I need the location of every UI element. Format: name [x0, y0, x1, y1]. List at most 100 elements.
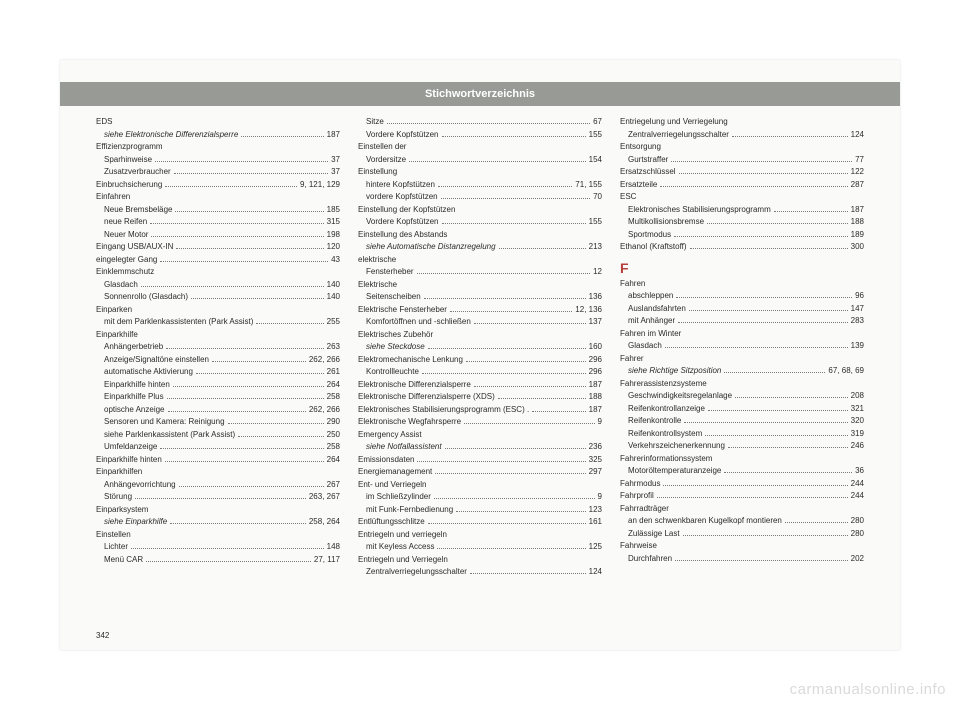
entry-page: 319 [851, 428, 864, 441]
index-entry: Seitenscheiben136 [358, 291, 602, 304]
leader-dots [160, 261, 328, 262]
entry-label: EDS [96, 116, 112, 129]
entry-label: Menü CAR [104, 554, 143, 567]
leader-dots [241, 136, 323, 137]
index-entry: Vordere Kopfstützen155 [358, 129, 602, 142]
entry-label: Sensoren und Kamera: Reinigung [104, 416, 225, 429]
section-letter: F [620, 260, 864, 276]
entry-page: 67, 68, 69 [828, 365, 864, 378]
leader-dots [165, 186, 297, 187]
entry-page: 71, 155 [575, 179, 602, 192]
leader-dots [256, 323, 323, 324]
index-entry: Fahrer [620, 353, 864, 366]
index-entry: Fahrerassistenzsysteme [620, 378, 864, 391]
index-entry: neue Reifen315 [96, 216, 340, 229]
entry-page: 139 [851, 340, 864, 353]
leader-dots [724, 372, 825, 373]
entry-page: 280 [851, 515, 864, 528]
entry-label: Vordersitze [366, 154, 406, 167]
entry-page: 12 [593, 266, 602, 279]
index-entry: Vordersitze 154 [358, 154, 602, 167]
index-entry: Einparkhilfe hinten264 [96, 379, 340, 392]
index-entry: Auslandsfahrten147 [620, 303, 864, 316]
leader-dots [170, 523, 306, 524]
leader-dots [442, 223, 586, 224]
index-entry: Fahrmodus244 [620, 478, 864, 491]
entry-label: Neuer Motor [104, 229, 148, 242]
leader-dots [438, 186, 572, 187]
entry-label: Entriegeln und verriegeln [358, 529, 447, 542]
entry-label: Emergency Assist [358, 429, 422, 442]
entry-page: 202 [851, 553, 864, 566]
index-entry: Fahrerinformationssystem [620, 453, 864, 466]
entry-label: Elektrische [358, 279, 397, 292]
leader-dots [705, 435, 847, 436]
entry-page: 155 [589, 216, 602, 229]
index-column-1: EDSsiehe Elektronische Differenzialsperr… [96, 116, 340, 622]
entry-page: 325 [589, 454, 602, 467]
leader-dots [428, 523, 586, 524]
index-entry: Zulässige Last280 [620, 528, 864, 541]
entry-label: Einstellung [358, 166, 397, 179]
entry-label: Verkehrszeichenerkennung [628, 440, 725, 453]
entry-page: 198 [327, 229, 340, 242]
entry-label: Fahrradträger [620, 503, 669, 516]
index-entry: Geschwindigkeitsregelanlage208 [620, 390, 864, 403]
entry-page: 267 [327, 479, 340, 492]
entry-label: Einparkhilfen [96, 466, 142, 479]
leader-dots [707, 223, 848, 224]
index-entry: Anhängevorrichtung267 [96, 479, 340, 492]
watermark: carmanualsonline.info [790, 681, 946, 698]
index-entry: Einstellung [358, 166, 602, 179]
leader-dots [474, 386, 586, 387]
entry-label: Elektronische Differenzialsperre (XDS) [358, 391, 495, 404]
index-entry: Störung263, 267 [96, 491, 340, 504]
index-entry: ESC [620, 191, 864, 204]
entry-label: mit dem Parklenkassistenten (Park Assist… [104, 316, 253, 329]
index-columns: EDSsiehe Elektronische Differenzialsperr… [96, 116, 864, 622]
index-entry: Multikollisionsbremse188 [620, 216, 864, 229]
leader-dots [774, 211, 848, 212]
index-entry: siehe Richtige Sitzposition67, 68, 69 [620, 365, 864, 378]
entry-label: Vordere Kopfstützen [366, 216, 439, 229]
leader-dots [441, 198, 590, 199]
index-entry: siehe Automatische Distanzregelung213 [358, 241, 602, 254]
index-entry: Entriegeln und Verriegeln [358, 554, 602, 567]
entry-page: 70 [593, 191, 602, 204]
leader-dots [671, 161, 852, 162]
entry-page: 315 [327, 216, 340, 229]
entry-label: Fahren [620, 278, 645, 291]
index-entry: Verkehrszeichenerkennung246 [620, 440, 864, 453]
index-entry: eingelegter Gang43 [96, 254, 340, 267]
entry-page: 155 [589, 129, 602, 142]
entry-page: 185 [327, 204, 340, 217]
index-entry: Sitze67 [358, 116, 602, 129]
entry-page: 37 [331, 166, 340, 179]
leader-dots [657, 497, 848, 498]
index-entry: Einstellung der Kopfstützen [358, 204, 602, 217]
index-entry: Sportmodus189 [620, 229, 864, 242]
index-entry: Einparkhilfe hinten264 [96, 454, 340, 467]
index-entry: Fahren im Winter [620, 328, 864, 341]
entry-label: Komfortöffnen und -schließen [366, 316, 471, 329]
entry-label: Fahrer [620, 353, 644, 366]
entry-page: 297 [589, 466, 602, 479]
entry-page: 262, 266 [309, 354, 340, 367]
index-entry: Reifenkontrolle320 [620, 415, 864, 428]
entry-page: 148 [327, 541, 340, 554]
entry-page: 27, 117 [314, 554, 340, 567]
entry-page: 154 [589, 154, 602, 167]
leader-dots [387, 123, 590, 124]
index-entry: Entriegeln und verriegeln [358, 529, 602, 542]
index-entry: siehe Notfallassistent236 [358, 441, 602, 454]
entry-label: ESC [620, 191, 636, 204]
entry-label: Einfahren [96, 191, 130, 204]
entry-label: Einbruchsicherung [96, 179, 162, 192]
entry-label: Elektronisches Stabilisierungsprogramm [628, 204, 771, 217]
entry-label: elektrische [358, 254, 396, 267]
entry-label: Anzeige/Signaltöne einstellen [104, 354, 209, 367]
entry-label: Ethanol (Kraftstoff) [620, 241, 687, 254]
entry-label: Kontrollleuchte [366, 366, 419, 379]
index-entry: Sonnenrollo (Glasdach)140 [96, 291, 340, 304]
index-entry: Ersatzteile287 [620, 179, 864, 192]
